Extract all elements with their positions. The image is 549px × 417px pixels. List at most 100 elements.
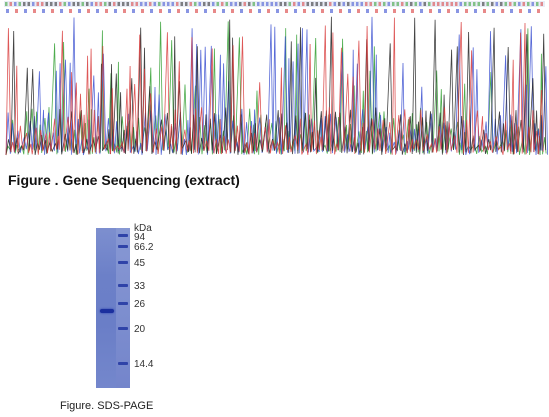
mw-label-33: 33 (134, 281, 146, 292)
mw-label-20: 20 (134, 324, 146, 335)
gene-sequencing-caption: Figure . Gene Sequencing (extract) (8, 172, 240, 188)
base-call-mark (185, 2, 188, 6)
base-call-mark (519, 9, 522, 13)
base-call-mark (330, 9, 333, 13)
base-call-mark (198, 2, 201, 6)
base-call-mark (509, 2, 512, 6)
base-call-mark (249, 9, 252, 13)
base-call-mark (222, 9, 225, 13)
base-call-mark (491, 2, 494, 6)
base-call-mark (402, 9, 405, 13)
base-call-mark (311, 2, 314, 6)
base-call-mark (414, 2, 417, 6)
base-call-mark (384, 9, 387, 13)
base-call-mark (450, 2, 453, 6)
base-call-mark (5, 2, 8, 6)
base-call-mark (50, 2, 53, 6)
base-call-mark (141, 9, 144, 13)
base-call-mark (293, 2, 296, 6)
base-call-mark (225, 2, 228, 6)
sds-page-gel: kDa 94 66.2 45 33 26 20 14.4 (94, 224, 164, 389)
base-call-mark (99, 2, 102, 6)
base-call-mark (149, 2, 152, 6)
sequencing-chromatogram (4, 1, 548, 156)
base-call-mark (194, 2, 197, 6)
base-call-mark (240, 9, 243, 13)
base-call-mark (540, 2, 543, 6)
base-call-mark (216, 2, 219, 6)
base-call-mark (59, 2, 62, 6)
base-call-mark (360, 2, 363, 6)
mw-label-45: 45 (134, 258, 146, 269)
base-call-mark (176, 2, 179, 6)
base-call-strip (4, 1, 545, 7)
base-call-mark (536, 2, 539, 6)
base-call-mark (6, 9, 9, 13)
base-call-mark (306, 2, 309, 6)
base-call-mark (212, 2, 215, 6)
base-call-mark (387, 2, 390, 6)
base-call-mark (438, 9, 441, 13)
sds-page-caption: Figure. SDS-PAGE (60, 400, 154, 412)
base-call-mark (276, 9, 279, 13)
base-call-mark (320, 2, 323, 6)
base-call-mark (393, 9, 396, 13)
unit-label: kDa (134, 223, 152, 234)
marker-band-94 (118, 234, 128, 237)
base-call-mark (113, 2, 116, 6)
base-call-mark (420, 9, 423, 13)
base-call-mark (302, 2, 305, 6)
base-call-mark (495, 2, 498, 6)
base-call-mark (357, 9, 360, 13)
base-call-mark (108, 2, 111, 6)
trace-T (5, 17, 544, 156)
base-call-mark (432, 2, 435, 6)
base-call-mark (258, 9, 261, 13)
base-call-mark (243, 2, 246, 6)
base-call-mark (464, 2, 467, 6)
base-call-mark (518, 2, 521, 6)
base-call-mark (186, 9, 189, 13)
base-call-mark (117, 2, 120, 6)
base-call-mark (9, 2, 12, 6)
marker-lane (116, 228, 130, 388)
base-call-mark (32, 2, 35, 6)
base-call-mark (45, 2, 48, 6)
base-call-mark (333, 2, 336, 6)
sample-protein-band (100, 309, 114, 313)
base-call-mark (356, 2, 359, 6)
base-call-mark (347, 2, 350, 6)
base-call-mark (77, 2, 80, 6)
base-call-mark (15, 9, 18, 13)
base-call-mark (486, 2, 489, 6)
base-call-mark (501, 9, 504, 13)
base-call-mark (468, 2, 471, 6)
mw-label-14: 14.4 (134, 359, 154, 370)
base-call-mark (446, 2, 449, 6)
base-call-mark (131, 2, 134, 6)
base-call-mark (447, 9, 450, 13)
base-call-mark (303, 9, 306, 13)
marker-band-26 (118, 302, 128, 305)
base-call-mark (114, 9, 117, 13)
base-call-mark (132, 9, 135, 13)
base-call-mark (474, 9, 477, 13)
base-call-mark (285, 9, 288, 13)
base-call-mark (473, 2, 476, 6)
base-call-mark (405, 2, 408, 6)
base-call-mark (492, 9, 495, 13)
base-call-mark (177, 9, 180, 13)
base-call-mark (423, 2, 426, 6)
sequence-base-calls (4, 1, 545, 13)
base-call-mark (231, 9, 234, 13)
base-call-mark (171, 2, 174, 6)
base-call-mark (153, 2, 156, 6)
base-call-mark (437, 2, 440, 6)
base-call-mark (180, 2, 183, 6)
base-call-mark (297, 2, 300, 6)
base-call-mark (158, 2, 161, 6)
base-call-mark (135, 2, 138, 6)
base-call-mark (78, 9, 81, 13)
base-call-mark (54, 2, 57, 6)
base-call-mark (324, 2, 327, 6)
